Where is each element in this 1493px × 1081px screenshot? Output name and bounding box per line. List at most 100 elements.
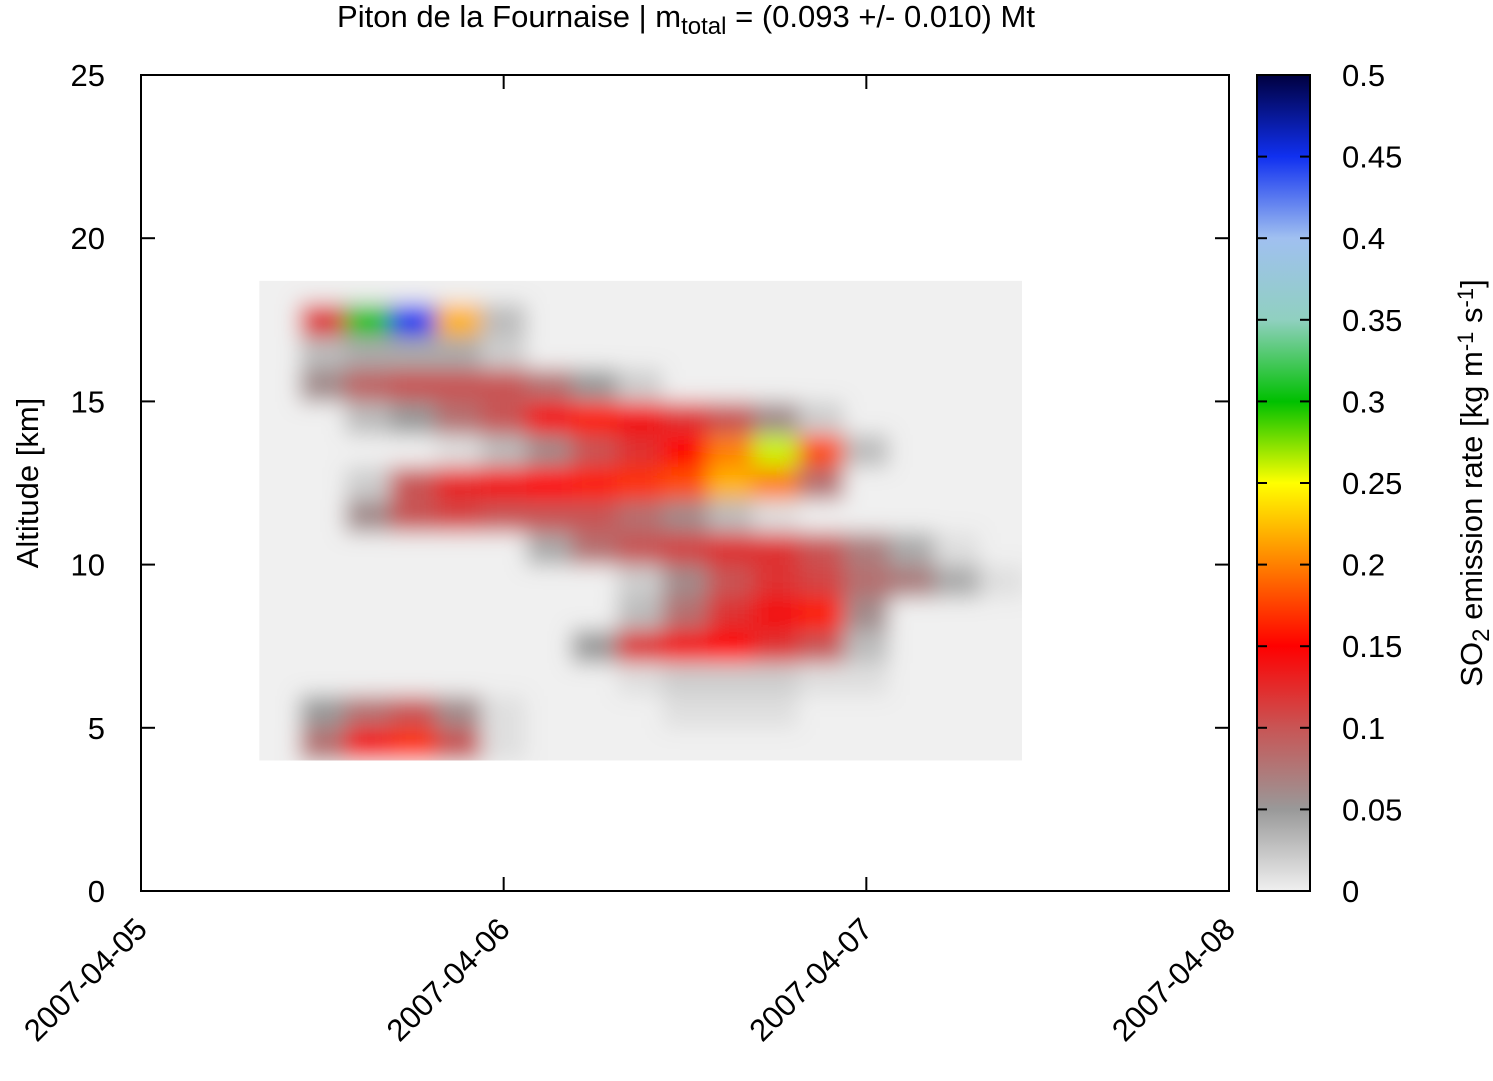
heatmap-cell [345,499,391,533]
heatmap-cell [571,368,618,402]
heatmap-cell [798,727,845,761]
heatmap-cell [707,303,754,337]
heatmap-cell [798,662,845,696]
x-tick-label: 2007-04-06 [380,911,517,1048]
heatmap-cell [934,564,981,598]
heatmap-cell [435,401,482,435]
heatmap-cell [934,336,981,370]
heatmap-cell [345,280,391,304]
heatmap-cell [843,303,890,337]
y-tick-label: 10 [71,548,105,583]
heatmap-cell [481,336,527,370]
heatmap-cell [526,336,573,370]
heatmap-cell [798,629,845,664]
heatmap-cell [571,629,618,664]
heatmap-cell [259,727,301,761]
heatmap-cell [662,466,709,500]
heatmap-cell [707,499,754,533]
heatmap-cell [435,662,482,696]
heatmap-cell [662,499,709,533]
colorbar-tick-label: 0.5 [1342,58,1385,93]
heatmap-cell [889,499,935,533]
heatmap-cell [753,368,799,402]
heatmap-cell [435,695,482,729]
heatmap-cell [259,564,301,598]
zlabel-superscript: -1 [1453,288,1478,308]
heatmap-cell [299,727,346,761]
heatmap-cell [435,564,482,598]
colorbar-tick-label: 0 [1342,874,1359,909]
heatmap-cell [798,303,845,337]
heatmap-cell [843,727,890,761]
heatmap-cell [707,597,754,631]
colorbar-tick-label: 0.2 [1342,548,1385,583]
plot-frame [140,74,1230,892]
heatmap-cell [798,336,845,370]
heatmap-cell [889,303,935,337]
heatmap-cell [753,727,799,761]
heatmap-cell [934,662,981,696]
heatmap-cell [979,564,1023,598]
heatmap-cell [979,727,1023,761]
x-tick-label: 2007-04-08 [1105,911,1242,1048]
heatmap-cell [390,401,437,435]
heatmap-cell [843,336,890,370]
heatmap-cell [798,695,845,729]
heatmap-cell [526,727,573,761]
heatmap-cell [571,662,618,696]
heatmap-cell [345,531,391,566]
heatmap-cell [259,695,301,729]
heatmap-cell [707,727,754,761]
heatmap-cell [934,303,981,337]
heatmap-cell [526,531,573,566]
heatmap-cell [979,434,1023,468]
heatmap-cell [707,662,754,696]
heatmap-cell [259,434,301,468]
colorbar-tick-label: 0.3 [1342,384,1385,419]
heatmap-cell [979,531,1023,566]
heatmap-cell [526,434,573,468]
heatmap-cell [662,727,709,761]
heatmap-cell [571,564,618,598]
heatmap-cell [526,280,573,304]
heatmap-cell [979,597,1023,631]
heatmap-cell [390,434,437,468]
heatmap-cell [390,727,437,761]
heatmap-cell [299,499,346,533]
heatmap-cell [571,336,618,370]
heatmap-cell [435,499,482,533]
heatmap-cell [934,499,981,533]
colorbar-tick-label: 0.05 [1342,792,1402,827]
heatmap-cell [889,336,935,370]
heatmap-cell [662,434,709,468]
heatmap-cell [390,336,437,370]
heatmap-cell [390,303,437,337]
heatmap-cell [843,368,890,402]
heatmap-cell [299,401,346,435]
heatmap-cell [481,401,527,435]
heatmap-cell [753,564,799,598]
heatmap-cell [299,695,346,729]
heatmap-cell [345,336,391,370]
heatmap-cell [707,695,754,729]
heatmap-cell [617,629,663,664]
zlabel-part: s [1454,307,1489,331]
heatmap-cell [299,531,346,566]
heatmap-cell [571,597,618,631]
zlabel-superscript: -1 [1453,332,1478,352]
heatmap-cell [435,368,482,402]
heatmap-cell [843,597,890,631]
heatmap-cell [843,531,890,566]
heatmap-cell [843,401,890,435]
heatmap-cell [299,336,346,370]
heatmap-cell [345,727,391,761]
heatmap-cell [345,434,391,468]
heatmap-cell [617,499,663,533]
heatmap-cell [707,368,754,402]
y-tick-label: 15 [71,384,105,419]
heatmap-cell [571,695,618,729]
heatmap-cell [571,466,618,500]
heatmap-cell [617,597,663,631]
heatmap-cell [571,531,618,566]
heatmap-cell [662,280,709,304]
